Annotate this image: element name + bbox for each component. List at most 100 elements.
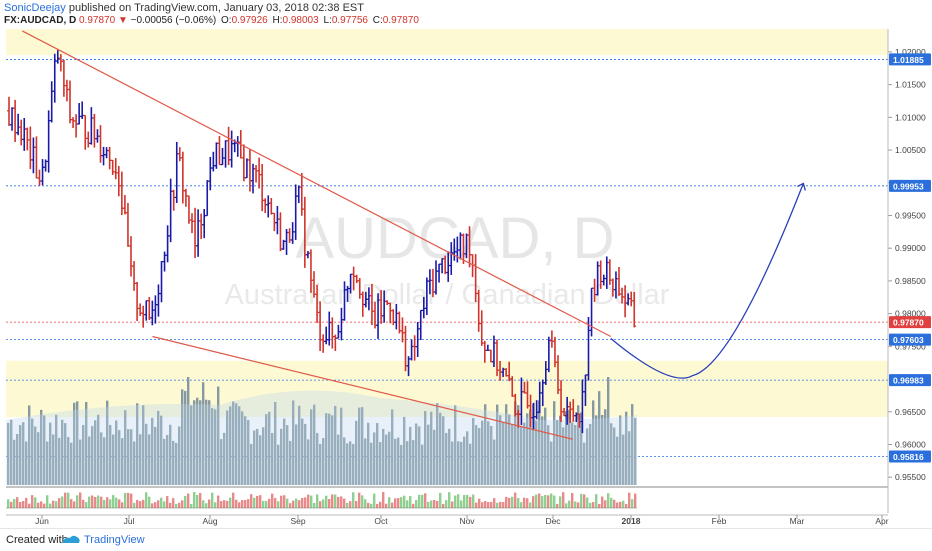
oscillator-bar [274, 498, 277, 508]
oscillator-bar [292, 500, 295, 508]
volume-bar [271, 432, 274, 485]
volume-bar [583, 442, 586, 485]
oscillator-bar [145, 492, 148, 508]
volume-bar [361, 407, 364, 485]
oscillator-bar [316, 494, 319, 508]
footer-bar: Created with TradingView [0, 528, 932, 551]
oscillator-bar [601, 496, 604, 508]
volume-bar [13, 439, 16, 485]
volume-bar [40, 409, 43, 485]
volume-bar [412, 440, 415, 485]
oscillator-bar [580, 493, 583, 508]
author-link[interactable]: SonicDeejay [4, 2, 66, 14]
volume-bar [319, 443, 322, 485]
volume-bar [184, 390, 187, 485]
volume-bar [418, 426, 421, 485]
volume-bar [472, 417, 475, 485]
x-tick-label: Dec [545, 516, 561, 526]
volume-bar [283, 418, 286, 485]
oscillator-bar [484, 500, 487, 508]
oscillator-bar [172, 498, 175, 508]
oscillator-bar [517, 497, 520, 508]
volume-bar [328, 413, 331, 485]
oscillator-bar [379, 501, 382, 508]
volume-bar [34, 426, 37, 485]
volume-bar [631, 404, 634, 485]
oscillator-bar [22, 500, 25, 508]
volume-bar [394, 438, 397, 485]
oscillator-bar [52, 500, 55, 508]
volume-bar [187, 377, 190, 485]
oscillator-bar [511, 496, 514, 508]
volume-bar [616, 436, 619, 485]
oscillator-bar [217, 495, 220, 508]
oscillator-bar [451, 501, 454, 508]
volume-bar [391, 409, 394, 485]
volume-bar [403, 416, 406, 485]
tradingview-logo-icon[interactable] [61, 533, 81, 550]
publish-text: published on TradingView.com, January 03… [68, 2, 364, 14]
oscillator-bar [196, 494, 199, 508]
tradingview-link[interactable]: TradingView [84, 534, 145, 546]
oscillator-bar [319, 501, 322, 508]
volume-bar [82, 425, 85, 485]
oscillator-bar [307, 494, 310, 508]
volume-bar [178, 426, 181, 485]
y-tick-label: 0.96000 [895, 439, 926, 449]
oscillator-bar [622, 500, 625, 508]
volume-bar [163, 438, 166, 485]
y-tick-label: 0.99500 [895, 210, 926, 220]
oscillator-bar [592, 502, 595, 508]
volume-bar [19, 425, 22, 485]
oscillator-bar [436, 501, 439, 508]
support-zone [6, 29, 888, 56]
volume-bar [31, 418, 34, 485]
oscillator-bar [244, 500, 247, 508]
volume-bar [430, 411, 433, 485]
oscillator-bar [376, 503, 379, 508]
volume-bar [406, 441, 409, 485]
volume-bar [28, 405, 31, 485]
oscillator-bar [190, 503, 193, 508]
oscillator-bar [439, 492, 442, 508]
oscillator-bar [328, 499, 331, 508]
volume-bar [127, 429, 130, 485]
volume-bar [274, 401, 277, 485]
volume-bar [223, 432, 226, 485]
volume-bar [526, 413, 529, 485]
volume-bar [52, 434, 55, 485]
oscillator-bar [166, 496, 169, 508]
oscillator-bar [529, 502, 532, 508]
oscillator-bar [550, 493, 553, 508]
change-value: −0.00056 (−0.06%) [130, 15, 217, 26]
volume-bar [148, 434, 151, 485]
oscillator-bar [457, 494, 460, 508]
volume-bar [298, 405, 301, 485]
volume-bar [436, 403, 439, 485]
oscillator-bar [112, 495, 115, 508]
volume-bar [133, 441, 136, 485]
oscillator-bar [526, 498, 529, 508]
oscillator-bar [454, 495, 457, 508]
volume-bar [130, 429, 133, 485]
volume-bar [556, 420, 559, 485]
oscillator-bar [556, 503, 559, 508]
price-badge-label: 0.96983 [893, 376, 924, 386]
oscillator-bar [433, 499, 436, 508]
oscillator-bar [337, 496, 340, 508]
price-badge [889, 316, 931, 329]
oscillator-bar [367, 502, 370, 508]
volume-bar [55, 414, 58, 485]
volume-bar [205, 399, 208, 485]
oscillator-bar [271, 493, 274, 508]
oscillator-bar [199, 493, 202, 508]
oscillator-bar [94, 496, 97, 508]
descending-resistance-line [21, 30, 612, 338]
volume-bar [235, 403, 238, 485]
volume-bar [523, 422, 526, 485]
volume-bar [304, 423, 307, 485]
volume-bar [400, 444, 403, 485]
volume-bar [505, 404, 508, 485]
oscillator-bar [82, 499, 85, 508]
